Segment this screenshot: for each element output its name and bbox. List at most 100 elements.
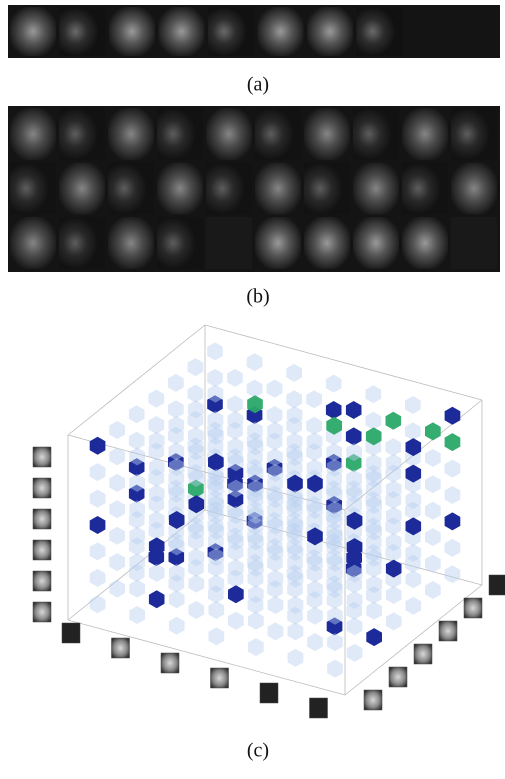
cube [268,622,284,640]
cube [129,432,145,450]
cube [288,622,304,640]
face-thumbnail [112,638,130,658]
cube [386,586,402,604]
cube [386,438,402,456]
face-thumbnail [161,653,179,673]
cube [109,421,125,439]
face-image [402,163,448,215]
face-image [206,108,252,160]
face-image [206,217,252,269]
cube [347,644,363,662]
face-image [59,108,105,160]
face-image [255,108,301,160]
cube [425,422,441,440]
cube [247,380,263,398]
cube [326,375,342,393]
cube [366,385,382,403]
face-thumbnail [33,509,51,529]
face-image [353,108,399,160]
face-image [304,108,350,160]
cube [188,385,204,403]
cube [425,502,441,520]
cube [168,400,184,418]
cube [90,490,106,508]
face-image [159,7,205,56]
face-thumbnail [33,571,51,591]
face-image [10,163,56,215]
face-thumbnail [33,602,51,622]
cube [406,597,422,615]
cube [109,527,125,545]
box-edge [68,620,345,695]
figure: (a) (b) (c) [0,0,505,774]
cube [445,407,461,425]
cube [307,607,323,625]
cube [188,358,204,376]
cube [445,486,461,504]
cube [366,412,382,430]
face-thumbnail [414,644,432,664]
cube [267,380,283,398]
cube [90,437,106,455]
cube [445,512,461,530]
cube [406,570,422,588]
cube [90,463,106,481]
cube [248,638,264,656]
cube [425,581,441,599]
cube [445,460,461,478]
face-image [304,163,350,215]
cube [425,528,441,546]
face-thumbnail [62,623,80,643]
face-image [307,7,353,56]
cube [169,617,185,635]
cube [149,590,165,608]
cube [306,417,322,435]
cube [386,612,402,630]
cube [327,633,343,651]
face-image [353,217,399,269]
face-thumbnail [439,621,457,641]
cube [347,617,363,635]
face-thumbnail [211,668,229,688]
face-thumbnail [33,540,51,560]
cube [307,633,323,651]
face-image [304,217,350,269]
cube [209,627,225,645]
face-image [258,7,304,56]
cube [149,390,165,408]
cube [109,553,125,571]
cube [109,580,125,598]
cube [129,580,145,598]
cube [405,422,421,440]
cube [227,395,243,413]
face-thumbnail [364,690,382,710]
face-image [10,217,56,269]
cube [209,601,225,619]
face-image [353,163,399,215]
face-thumbnail [33,478,51,498]
cube [189,601,205,619]
face-image [451,217,497,269]
face-thumbnail [489,575,505,595]
cube [90,516,106,534]
face-image [208,7,254,56]
face-image [451,108,497,160]
cube [268,596,284,614]
face-image [255,217,301,269]
cube [425,475,441,493]
face-thumbnail [310,698,328,718]
cube [129,606,145,624]
face-thumbnail [260,683,278,703]
face-image [255,163,301,215]
cube [366,628,382,646]
cube [288,649,304,667]
box-edge [68,435,345,510]
cube [346,401,362,419]
cube [286,364,302,382]
face-image [10,108,56,160]
cube [169,590,185,608]
cube [405,396,421,414]
cube [286,390,302,408]
face-image [10,7,56,56]
face-image [59,163,105,215]
